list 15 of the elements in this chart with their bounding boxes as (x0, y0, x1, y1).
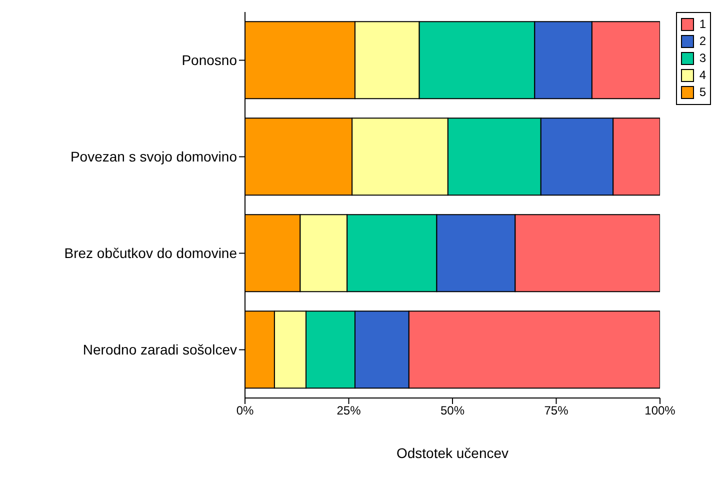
y-tick-label: Nerodno zaradi sošolcev (82, 342, 237, 358)
legend-label: 3 (699, 50, 706, 67)
x-axis-title: Odstotek učencev (396, 445, 509, 461)
legend-label: 5 (699, 84, 706, 101)
legend-label: 2 (699, 33, 706, 50)
x-tick-label: 25% (336, 404, 362, 418)
x-tick-label: 0% (236, 404, 254, 418)
legend-label: 4 (699, 67, 706, 84)
legend-label: 1 (699, 16, 706, 33)
x-tick-label: 100% (644, 404, 676, 418)
x-tick-label: 50% (440, 404, 465, 418)
y-tick-label: Povezan s svojo domovino (70, 148, 238, 165)
y-tick-label: Ponosno (182, 52, 238, 68)
x-tick-label: 75% (544, 404, 569, 418)
y-tick-label: Brez občutkov do domovine (64, 245, 238, 262)
